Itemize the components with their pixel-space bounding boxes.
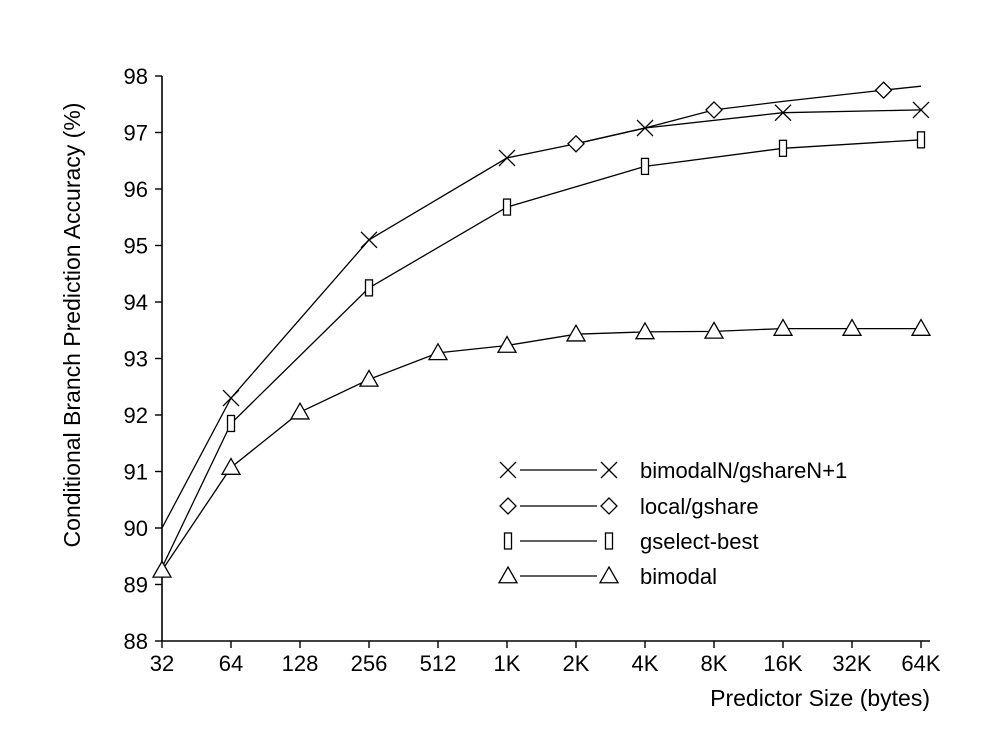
data-point-bimodal: [358, 369, 380, 387]
legend-marker-local-gshare: [600, 497, 618, 515]
data-point-gselect-best: [226, 414, 236, 433]
y-tick-label: 96: [124, 177, 148, 202]
y-tick-label: 93: [124, 347, 148, 372]
data-point-bimodal: [220, 457, 242, 475]
y-tick-label: 90: [124, 516, 148, 541]
data-point-bimodaln-gsharen-1: [912, 101, 930, 119]
data-point-gselect-best: [502, 198, 512, 216]
series-gselect-best: [161, 131, 926, 568]
data-point-local-gshare: [705, 100, 723, 119]
x-tick-label: 256: [351, 651, 388, 676]
legend-label-gselect-best: gselect-best: [640, 529, 759, 554]
data-point-gselect-best: [640, 157, 650, 176]
legend-label-local-gshare: local/gshare: [640, 494, 759, 519]
legend-item-bimodaln-gsharen-1: bimodalN/gshareN+1: [499, 458, 847, 483]
data-point-bimodaln-gsharen-1: [774, 104, 792, 122]
x-axis-title: Predictor Size (bytes): [710, 685, 930, 711]
x-tick-label: 32K: [832, 651, 871, 676]
data-point-bimodal: [289, 401, 311, 420]
axis-ticks: 88 89 90 91 92 93 94 95 96 97 98 32 64 128 256 512 1K 2K 4…: [124, 64, 941, 676]
y-tick-label: 91: [124, 460, 148, 485]
x-tick-label: 2K: [563, 651, 590, 676]
series-line-bimodaln-gsharen-1: [161, 109, 922, 529]
data-point-local-gshare: [874, 81, 893, 100]
legend-label-bimodaln-gsharen-1: bimodalN/gshareN+1: [640, 458, 847, 483]
series-layer: [151, 81, 932, 578]
data-point-bimodal: [772, 318, 794, 336]
chart-axes: [161, 76, 930, 642]
data-point-bimodal: [910, 318, 932, 336]
data-point-bimodaln-gsharen-1: [498, 149, 516, 167]
data-point-bimodal: [496, 335, 518, 353]
y-tick-label: 97: [124, 121, 148, 146]
data-point-bimodal: [634, 321, 656, 340]
data-point-bimodaln-gsharen-1: [222, 389, 240, 407]
x-tick-label: 64: [219, 651, 243, 676]
y-axis-title: Conditional Branch Prediction Accuracy (…: [59, 103, 85, 548]
x-tick-label: 32: [150, 651, 174, 676]
legend-item-local-gshare: local/gshare: [499, 494, 759, 519]
x-tick-label: 16K: [763, 651, 802, 676]
x-tick-label: 8K: [701, 651, 728, 676]
y-tick-label: 92: [124, 403, 148, 428]
data-point-bimodal: [565, 323, 587, 342]
series-bimodal: [151, 318, 932, 578]
series-line-gselect-best: [161, 139, 922, 568]
data-point-gselect-best: [778, 139, 788, 157]
legend-item-gselect-best: gselect-best: [503, 529, 759, 554]
y-tick-label: 95: [124, 234, 148, 259]
data-point-bimodal: [841, 318, 863, 336]
legend-marker-gselect-best: [503, 532, 513, 550]
legend-item-bimodal: bimodal: [497, 564, 717, 589]
data-point-bimodal: [151, 560, 173, 578]
series-line-local-gshare: [575, 85, 922, 145]
data-point-bimodaln-gsharen-1: [360, 231, 378, 249]
y-tick-label: 88: [124, 629, 148, 654]
y-tick-label: 94: [124, 290, 148, 315]
x-tick-label: 1K: [494, 651, 521, 676]
x-tick-label: 4K: [632, 651, 659, 676]
series-local-gshare: [567, 81, 922, 153]
x-tick-label: 64K: [901, 651, 940, 676]
data-point-bimodal: [427, 342, 449, 361]
data-point-gselect-best: [364, 279, 374, 297]
y-tick-label: 98: [124, 64, 148, 89]
y-tick-label: 89: [124, 573, 148, 598]
data-point-gselect-best: [916, 131, 926, 149]
series-line-bimodal: [161, 327, 921, 571]
legend-marker-bimodal: [497, 565, 519, 584]
x-tick-label: 512: [420, 651, 457, 676]
legend-marker-bimodaln-gsharen-1: [499, 461, 517, 479]
data-point-bimodal: [703, 321, 725, 339]
legend: bimodalN/gshareN+1 local/gshare gselect-be…: [497, 458, 847, 589]
legend-marker-bimodal: [598, 565, 620, 584]
x-tick-label: 128: [282, 651, 319, 676]
legend-label-bimodal: bimodal: [640, 564, 717, 589]
legend-marker-bimodaln-gsharen-1: [600, 461, 618, 479]
legend-marker-local-gshare: [499, 497, 517, 515]
data-point-local-gshare: [567, 134, 585, 153]
legend-marker-gselect-best: [604, 532, 614, 550]
